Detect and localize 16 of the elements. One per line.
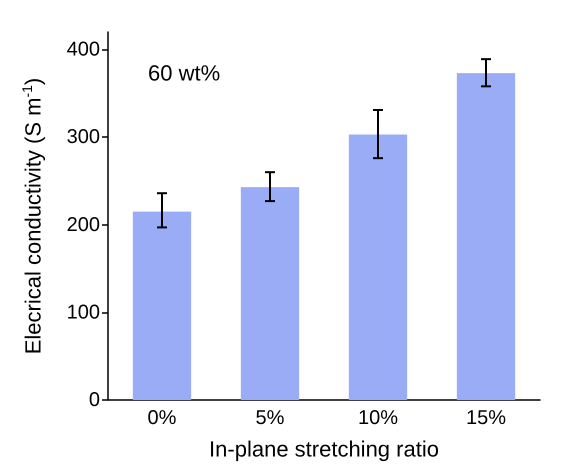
bar [348,134,408,400]
y-tick-label: 0 [88,389,100,411]
y-tick-label: 300 [66,126,100,148]
y-tick-label: 200 [66,214,100,236]
x-tick-label: 15% [466,407,506,429]
y-tick-label: 400 [66,38,100,61]
x-tick-label: 10% [358,407,398,429]
annotation: 60 wt% [148,60,220,86]
bar [456,73,516,400]
bar [132,212,192,400]
y-axis-title: Elecrical conductivity (S m-1) [19,78,46,354]
y-tick-label: 100 [66,301,100,324]
x-tick-label: 5% [256,407,285,429]
bar [240,187,300,400]
x-tick-label: 0% [148,407,177,429]
x-axis-title: In-plane stretching ratio [209,436,439,462]
